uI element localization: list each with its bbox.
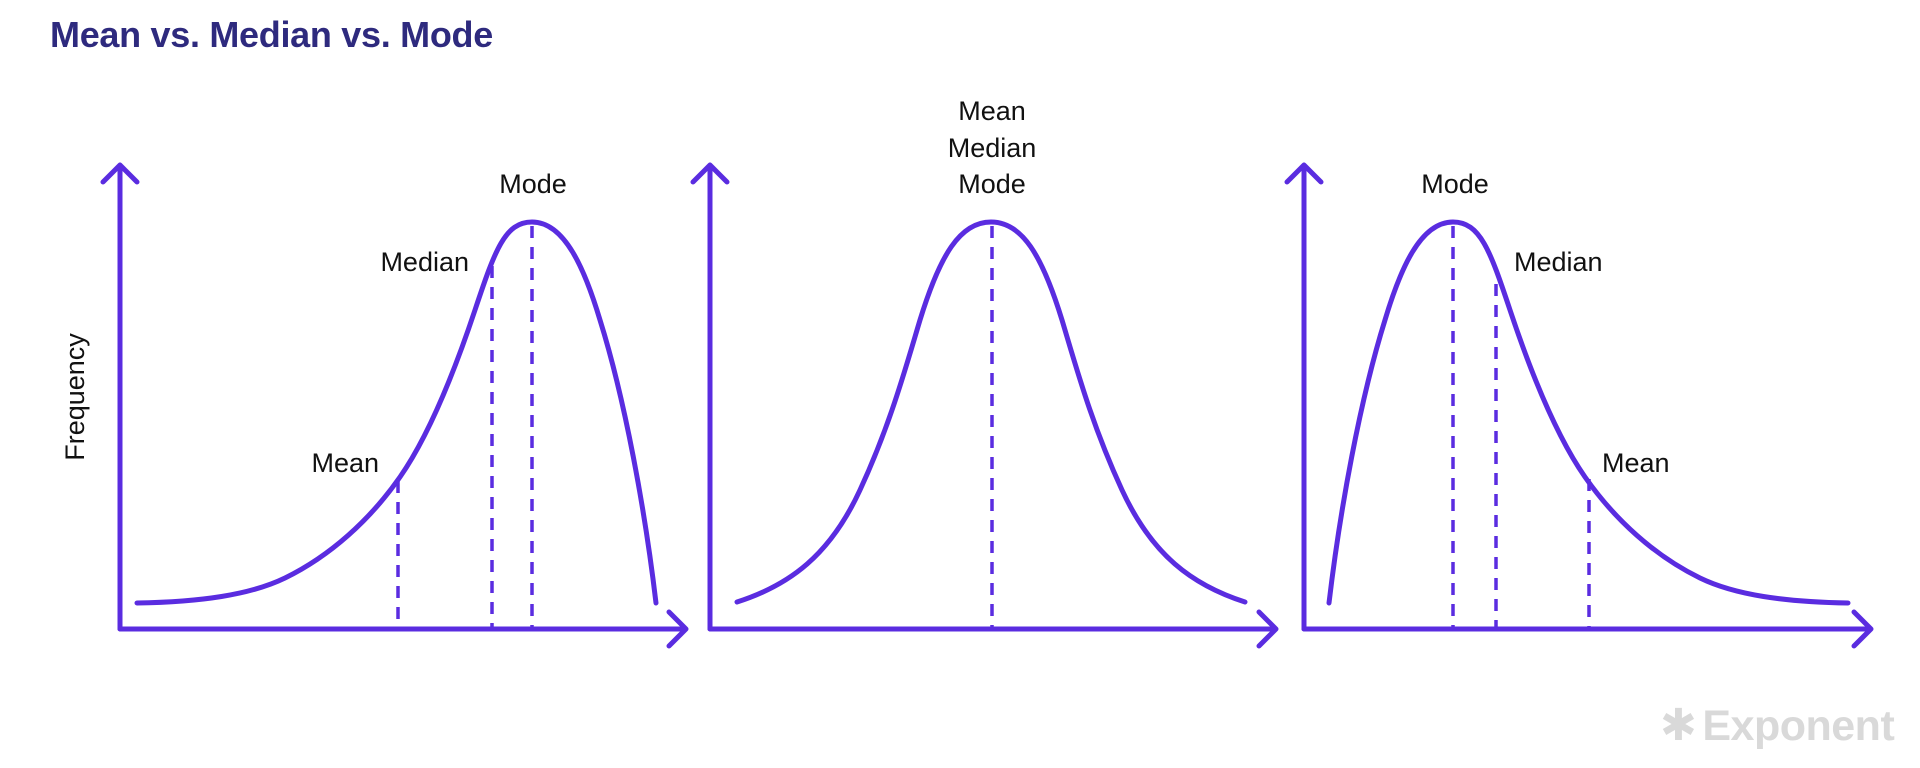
mode-label: Mode	[958, 169, 1026, 199]
mean-label: Mean	[1602, 448, 1670, 478]
panel-symmetric: Mean Median Mode	[690, 96, 1279, 649]
page-title: Mean vs. Median vs. Mode	[50, 14, 493, 55]
y-axis-label: Frequency	[60, 333, 90, 461]
x-axis-arrow	[707, 609, 1279, 649]
mean-label: Mean	[958, 96, 1026, 126]
median-label: Median	[948, 133, 1037, 163]
logo-text: Exponent	[1702, 702, 1895, 750]
exponent-logo: ✱ Exponent	[1660, 700, 1895, 751]
x-axis-arrow	[117, 609, 689, 649]
median-label: Median	[1514, 247, 1603, 277]
distribution-curve	[1326, 219, 1851, 606]
y-axis-arrow	[100, 162, 140, 632]
y-axis-arrow	[1284, 162, 1324, 632]
mode-label: Mode	[499, 169, 567, 199]
y-axis-arrow	[690, 162, 730, 632]
panel-right-skewed: Mode Median Mean	[1284, 162, 1874, 649]
mode-label: Mode	[1421, 169, 1489, 199]
mean-label: Mean	[311, 448, 379, 478]
distribution-curve	[134, 219, 659, 606]
panel-left-skewed: Mode Median Mean	[100, 162, 689, 649]
median-label: Median	[380, 247, 469, 277]
x-axis-arrow	[1301, 609, 1874, 649]
asterisk-icon: ✱	[1660, 701, 1697, 750]
distribution-curve	[734, 219, 1248, 605]
